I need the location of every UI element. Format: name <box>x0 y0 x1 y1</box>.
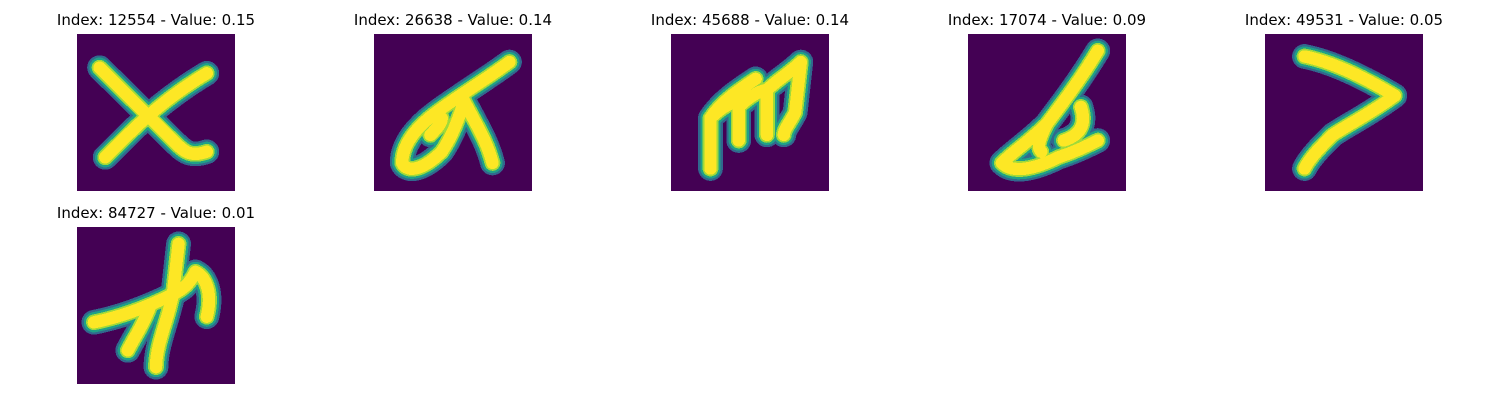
panel-title: Index: 17074 - Value: 0.09 <box>947 11 1147 29</box>
panel-4: Index: 17074 - Value: 0.09 <box>927 10 1167 191</box>
glyph-seven-shape <box>1292 44 1408 181</box>
digit-image <box>77 34 235 191</box>
panel-5: Index: 49531 - Value: 0.05 <box>1224 10 1464 191</box>
panel-title: Index: 12554 - Value: 0.15 <box>56 11 256 29</box>
panel-2: Index: 26638 - Value: 0.14 <box>333 10 573 191</box>
panel-title: Index: 84727 - Value: 0.01 <box>56 204 256 222</box>
panel-3: Index: 45688 - Value: 0.14 <box>630 10 870 191</box>
digit-image <box>1265 34 1423 191</box>
panel-title: Index: 45688 - Value: 0.14 <box>650 11 850 29</box>
digit-image <box>968 34 1126 191</box>
glyph-looped-a <box>989 38 1111 182</box>
digit-image <box>671 34 829 191</box>
glyph-kanji-like <box>81 231 222 380</box>
glyph-x-shape <box>87 55 220 170</box>
panel-1: Index: 12554 - Value: 0.15 <box>36 10 276 191</box>
glyph-loop-stroke <box>389 49 522 182</box>
glyph-m-shape <box>698 49 814 181</box>
digit-image <box>374 34 532 191</box>
digit-image <box>77 227 235 384</box>
panel-6: Index: 84727 - Value: 0.01 <box>36 203 276 384</box>
panel-title: Index: 49531 - Value: 0.05 <box>1244 11 1444 29</box>
panel-title: Index: 26638 - Value: 0.14 <box>353 11 553 29</box>
